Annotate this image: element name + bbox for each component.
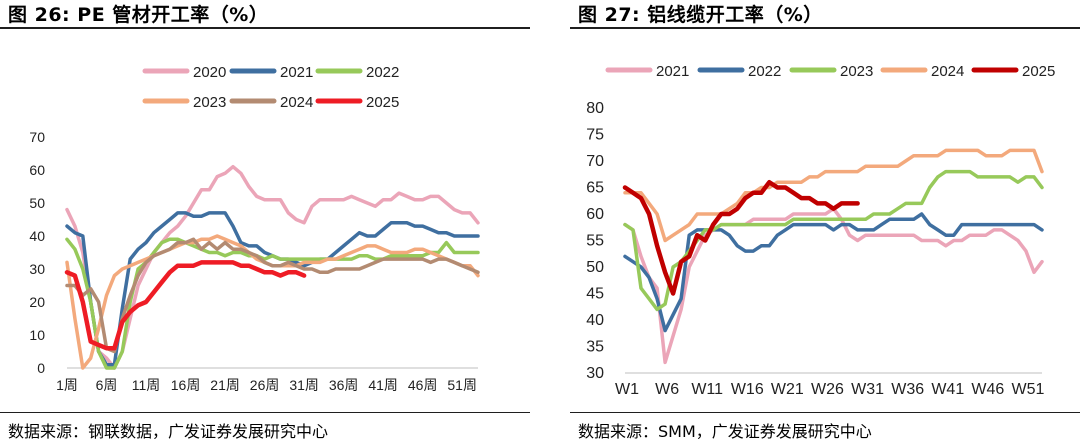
x-tick-label: 11周 xyxy=(132,377,161,393)
x-tick-label: 1周 xyxy=(56,377,78,393)
x-tick-label: 21周 xyxy=(210,377,240,393)
y-tick-label: 70 xyxy=(29,129,45,145)
x-tick-label: W26 xyxy=(811,381,844,398)
series-line-2025 xyxy=(622,179,860,296)
legend-label: 2022 xyxy=(366,64,399,81)
legend-label: 2020 xyxy=(193,64,226,81)
series-line-2024 xyxy=(65,237,480,354)
y-tick-label: 70 xyxy=(586,153,604,170)
legend-label: 2025 xyxy=(1022,63,1055,80)
legend-label: 2023 xyxy=(840,63,873,80)
y-tick-label: 75 xyxy=(586,127,604,144)
source-note: 数据来源：SMM，广发证券发展研究中心 xyxy=(578,422,872,441)
x-tick-label: 6周 xyxy=(96,377,118,393)
y-tick-label: 45 xyxy=(586,286,604,303)
x-tick-label: W11 xyxy=(691,381,723,398)
pe-pipe-panel: 图 26: PE 管材开工率（%） 0 10 20 30 40 50 60 70 1周 6周 11周… xyxy=(0,0,530,446)
title-divider xyxy=(570,27,1080,29)
source-divider xyxy=(0,412,530,413)
y-tick-label: 30 xyxy=(29,261,45,277)
legend-label: 2021 xyxy=(656,63,689,80)
x-tick-label: W21 xyxy=(771,381,804,398)
legend-label: 2024 xyxy=(931,63,964,80)
y-tick-label: 30 xyxy=(586,365,604,382)
x-tick-label: 46周 xyxy=(408,377,438,393)
series-line-2025 xyxy=(64,260,307,351)
x-tick-label: W1 xyxy=(615,381,639,398)
y-tick-label: 40 xyxy=(586,312,604,329)
figure-title: 图 26: PE 管材开工率（%） xyxy=(8,4,269,26)
legend-item-2025: 2025 xyxy=(971,63,1055,80)
legend-item-2021: 2021 xyxy=(605,63,689,80)
y-tick-label: 50 xyxy=(586,259,604,276)
x-tick-label: W41 xyxy=(931,381,964,398)
legend-item-2023: 2023 xyxy=(789,63,873,80)
x-tick-label: 51周 xyxy=(447,377,477,393)
legend-item-2022: 2022 xyxy=(315,64,399,81)
legend-item-2025: 2025 xyxy=(315,94,399,111)
series-line-2021 xyxy=(65,211,480,367)
y-tick-label: 35 xyxy=(586,339,604,356)
x-tick-label: W31 xyxy=(851,381,884,398)
y-tick-label: 50 xyxy=(29,195,45,211)
x-tick-label: 41周 xyxy=(368,377,398,393)
x-tick-label: 26周 xyxy=(250,377,280,393)
pe-pipe-chart: 0 10 20 30 40 50 60 70 1周 6周 11周 16周 21周 26周 31周 36周 41周… xyxy=(29,64,480,393)
series-line-2024 xyxy=(623,148,1044,243)
y-tick-label: 60 xyxy=(29,162,45,178)
y-tick-label: 60 xyxy=(586,206,604,223)
series-line-2021 xyxy=(623,206,1044,365)
legend-label: 2021 xyxy=(280,64,313,81)
x-tick-label: 16周 xyxy=(171,377,201,393)
legend-item-2021: 2021 xyxy=(229,64,313,81)
x-tick-label: W51 xyxy=(1012,381,1045,398)
x-tick-label: W46 xyxy=(971,381,1004,398)
y-tick-label: 40 xyxy=(29,228,45,244)
legend-item-2023: 2023 xyxy=(142,94,226,111)
legend-label: 2022 xyxy=(748,63,781,80)
legend-item-2020: 2020 xyxy=(142,64,226,81)
legend-label: 2024 xyxy=(280,94,313,111)
title-divider xyxy=(0,27,530,29)
series-line-2022 xyxy=(623,212,1044,333)
y-tick-label: 80 xyxy=(586,100,604,117)
source-divider xyxy=(570,412,1080,413)
figure-title: 图 27: 铝线缆开工率（%） xyxy=(578,4,823,26)
aluminum-cable-panel: 图 27: 铝线缆开工率（%） 30 35 40 45 50 55 60 65 70 75 80 W1… xyxy=(570,0,1080,446)
aluminum-cable-chart: 30 35 40 45 50 55 60 65 70 75 80 W1 W6 W11 W16 W21 W26 W3… xyxy=(586,63,1055,398)
y-tick-label: 0 xyxy=(37,360,45,376)
legend-item-2022: 2022 xyxy=(697,63,781,80)
x-tick-label: W6 xyxy=(655,381,679,398)
legend-item-2024: 2024 xyxy=(229,94,313,111)
x-tick-label: 36周 xyxy=(329,377,359,393)
y-tick-label: 10 xyxy=(29,327,45,343)
y-tick-label: 20 xyxy=(29,294,45,310)
legend-label: 2025 xyxy=(366,94,399,111)
y-tick-label: 55 xyxy=(586,233,604,250)
x-tick-label: W16 xyxy=(731,381,764,398)
y-tick-label: 65 xyxy=(586,180,604,197)
legend-item-2024: 2024 xyxy=(880,63,964,80)
x-tick-label: W36 xyxy=(891,381,924,398)
source-note: 数据来源：钢联数据，广发证券发展研究中心 xyxy=(8,422,329,441)
legend-label: 2023 xyxy=(193,94,226,111)
series-line-2020 xyxy=(65,164,480,370)
x-tick-label: 31周 xyxy=(289,377,319,393)
